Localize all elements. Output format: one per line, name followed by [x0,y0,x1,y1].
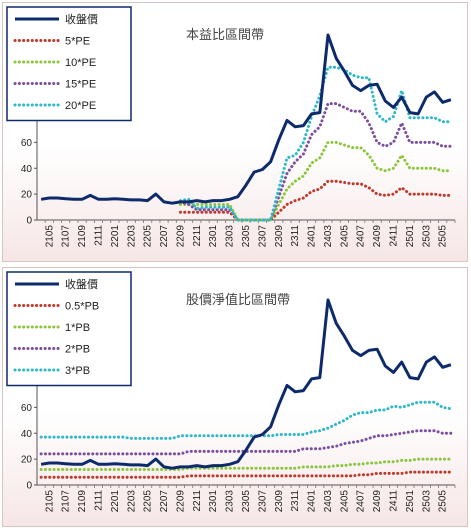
pe-y-tick-label: 60 [21,138,33,149]
pe-x-tick-label: 2401 [307,225,318,248]
pe-x-tick-label: 2409 [372,225,383,248]
pe-legend-box [6,6,132,122]
pb-x-tick-label: 2203 [126,490,137,513]
pe-y-tick-label: 0 [26,216,32,227]
pe-x-tick-label: 2107 [61,225,72,248]
pe-x-tick-label: 2411 [389,225,400,247]
pb-x-tick-label: 2505 [438,490,449,513]
pb-x-tick-label: 2405 [339,490,350,513]
pb-x-tick-label: 2411 [389,490,400,512]
pe-y-tick-label: 20 [21,190,33,201]
pb-x-tick-label: 2109 [77,490,88,513]
pb-band-chart-panel: 0204060801001201401602105210721092111220… [2,267,468,527]
pb-y-tick-label: 40 [21,429,33,440]
pb-x-tick-label: 2409 [372,490,383,513]
pe-x-tick-label: 2403 [323,225,334,248]
pb-series-1-line [39,470,453,479]
pe-x-tick-label: 2309 [274,225,285,248]
pe-x-tick-label: 2501 [405,225,416,248]
pb-x-tick-label: 2209 [175,490,186,513]
pb-y-tick-label: 20 [21,455,33,466]
pe-x-tick-label: 2505 [438,225,449,248]
pb-x-tick-label: 2501 [405,490,416,513]
pb-x-tick-label: 2403 [323,490,334,513]
pb-x-tick-label: 2311 [290,490,301,512]
pe-y-tick-label: 40 [21,164,33,175]
pe-chart-title: 本益比區間帶 [186,28,264,43]
pe-x-tick-label: 2405 [339,225,350,248]
pe-x-tick-label: 2301 [208,225,219,248]
pb-x-tick-label: 2205 [143,490,154,513]
pb-legend-label-4: 3*PB [65,365,90,377]
pb-x-tick-label: 2407 [356,490,367,513]
pb-x-tick-label: 2107 [61,490,72,513]
pe-x-tick-label: 2201 [110,225,121,248]
pb-legend-label-0: 收盤價 [65,277,98,291]
pb-series-2-line [39,457,453,471]
pb-x-tick-label: 2309 [274,490,285,513]
pe-series-2-line [178,140,453,222]
pe-x-tick-label: 2203 [126,225,137,248]
pe-x-tick-label: 2109 [77,225,88,248]
pb-x-tick-label: 2207 [159,490,170,513]
pb-legend-label-2: 1*PB [65,322,90,334]
pe-x-tick-label: 2105 [44,225,55,248]
pb-x-tick-label: 2301 [208,490,219,513]
pe-x-tick-label: 2211 [192,225,203,247]
pb-x-tick-label: 2201 [110,490,121,513]
pe-x-tick-label: 2307 [257,225,268,248]
pb-x-tick-label: 2211 [192,490,203,512]
pb-legend-label-1: 0.5*PB [65,301,99,313]
pe-series-3-line [178,102,453,222]
pe-band-chart: 0204060801001201401602105210721092111220… [6,6,456,248]
pe-x-tick-label: 2311 [290,225,301,247]
pb-x-tick-label: 2105 [44,490,55,513]
pe-band-chart-panel: 0204060801001201401602105210721092111220… [2,2,468,262]
pb-x-tick-label: 2303 [225,490,236,513]
pe-x-tick-label: 2503 [421,225,432,248]
pe-x-tick-label: 2303 [225,225,236,248]
pb-x-tick-label: 2305 [241,490,252,513]
pe-series-1-line [178,179,453,222]
pb-legend-label-3: 2*PB [65,344,90,356]
pe-legend-label-2: 10*PE [65,57,96,69]
pb-series-0-line [40,298,452,470]
pb-x-tick-label: 2111 [93,490,104,511]
pb-x-tick-label: 2503 [421,490,432,513]
pb-y-tick-label: 60 [21,403,33,414]
pe-x-tick-label: 2305 [241,225,252,248]
pb-y-tick-label: 0 [26,481,32,492]
pb-chart-title: 股價淨值比區間帶 [186,292,290,308]
pe-x-tick-label: 2207 [159,225,170,248]
pb-legend-box [6,271,132,387]
pe-x-tick-label: 2111 [93,225,104,246]
pe-x-tick-label: 2407 [356,225,367,248]
pe-legend-label-4: 20*PE [65,100,96,112]
pb-series-4-line [39,400,453,440]
pb-x-tick-label: 2307 [257,490,268,513]
pe-legend-label-1: 5*PE [65,36,90,48]
pe-series-0-line [40,33,452,205]
pb-band-chart: 0204060801001201401602105210721092111220… [6,271,456,513]
pb-x-tick-label: 2401 [307,490,318,513]
pe-series-4-line [178,65,453,222]
pe-legend-label-3: 15*PE [65,79,96,91]
pe-x-tick-label: 2209 [175,225,186,248]
pe-x-tick-label: 2205 [143,225,154,248]
pe-legend-label-0: 收盤價 [65,12,98,26]
